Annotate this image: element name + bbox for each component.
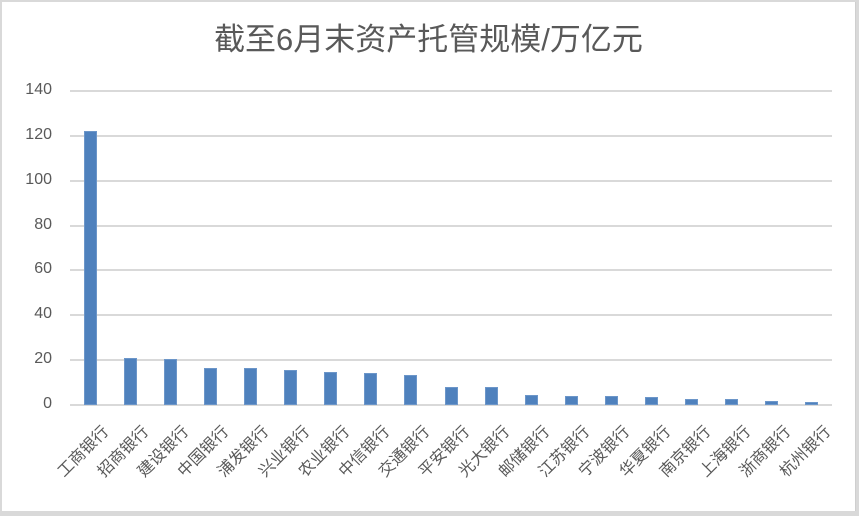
plot-area: 0 20 40 60 80 100 120 140 工商银行 招商银行 建设银行 中国银行 浦发银行 兴业… [2,2,855,511]
bar [404,374,418,405]
bar [725,399,739,405]
chart-title: 截至6月末资产托管规模/万亿元 [214,22,643,57]
y-tick-label: 20 [34,350,52,368]
gridline [70,90,832,92]
gridline [70,269,832,272]
y-tick-label: 140 [25,81,52,98]
gridline [70,359,832,362]
bar [284,370,298,405]
gridline [70,404,832,406]
bar [243,368,257,405]
gridline [70,224,832,227]
bar [364,372,378,405]
bar [604,396,618,405]
y-tick-label: 100 [25,170,52,188]
y-tick-label: 120 [25,125,52,143]
gridline [70,314,832,317]
y-tick-label: 40 [34,305,52,323]
bar [83,131,97,405]
bar [805,402,819,405]
bar [765,400,779,405]
bar [444,386,458,405]
y-tick-label: 60 [34,260,52,278]
bar [163,359,177,405]
bar [524,394,538,405]
bar [645,397,659,405]
bar [484,386,498,405]
y-tick-label: 80 [34,215,52,233]
gridline [70,179,832,182]
bar [203,368,217,405]
y-tick-label: 0 [43,395,52,412]
bar [685,399,699,405]
gridline [70,134,832,137]
bar [123,357,137,405]
bar [324,372,338,405]
bar [564,396,578,405]
